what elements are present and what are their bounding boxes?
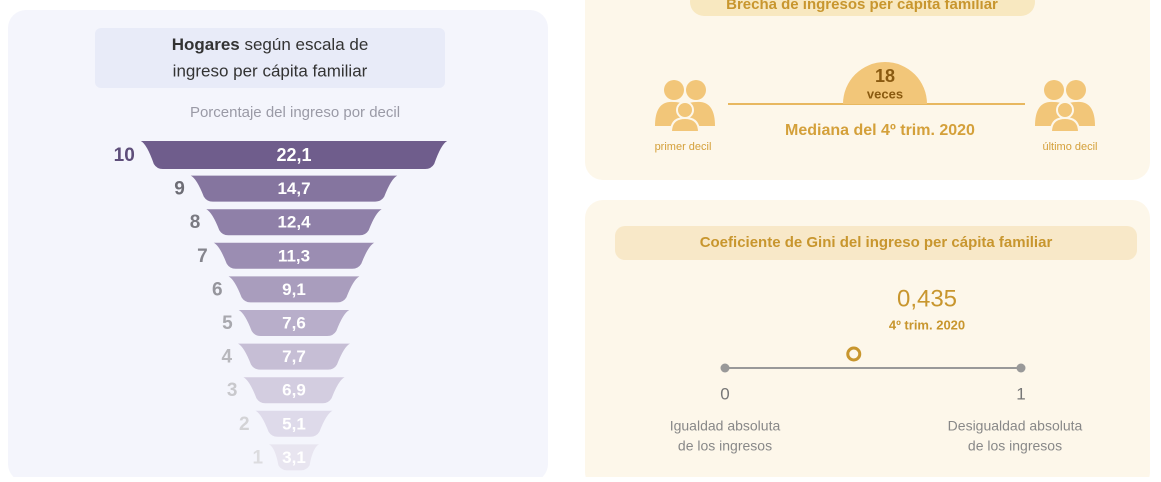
brecha-unit: veces [867,86,903,101]
bar-value: 22,1 [276,145,311,165]
brecha-title: Brecha de ingresos per cápita familiar [726,0,998,13]
funnel-bar [243,377,345,404]
decile-label: 6 [212,279,223,300]
bar-value: 5,1 [282,414,306,433]
gini-right: de los ingresos [968,438,1062,454]
bar-value: 9,1 [282,280,306,299]
funnel-bar [255,410,333,437]
funnel-bar [206,209,382,236]
funnel-bar [140,141,448,169]
bar-value: 7,6 [282,313,306,332]
decile-label: 7 [197,246,208,267]
decile-label: 10 [114,145,135,166]
decile-label: 9 [174,179,185,200]
funnel-bar [213,242,375,269]
bar-value: 6,9 [282,381,306,400]
gini-tick [1016,363,1026,373]
decile-label: 8 [190,212,201,233]
bar-value: 14,7 [277,179,310,198]
gini-left: Igualdad absoluta [670,418,781,434]
brecha-header [690,0,1035,16]
bar-value: 3,1 [282,448,306,467]
decile-label: 4 [221,347,232,368]
gini-header [615,226,1137,260]
right-label: último decil [1042,141,1097,153]
gini-left: de los ingresos [678,438,772,454]
funnel-subtitle: Porcentaje del ingreso por decil [190,104,400,121]
bar-value: 7,7 [282,347,306,366]
funnel-bar [238,343,350,370]
bar-value: 12,4 [277,213,311,232]
decile-label: 3 [227,380,238,401]
gini-title: Coeficiente de Gini del ingreso per cápi… [700,234,1053,251]
title-bold: Hogares [172,35,240,54]
decile-label: 1 [252,447,263,468]
brecha-caption: Mediana del 4º trim. 2020 [785,122,975,139]
gini-tick-label: 1 [1016,384,1025,403]
funnel-title: ingreso per cápita familiar [173,61,368,80]
gini-tick-label: 0 [720,384,729,403]
gini-tick [720,363,730,373]
left-label: primer decil [655,141,712,153]
gini-period: 4º trim. 2020 [889,317,965,332]
title-line: según escala de [244,35,368,54]
gini-marker [846,346,862,362]
funnel-bar [190,175,398,202]
brecha-value: 18 [875,66,895,86]
bar-value: 11,3 [278,246,310,265]
decile-label: 5 [222,313,233,334]
gini-value: 0,435 [897,285,957,312]
gini-panel [585,200,1150,482]
funnel-bar [269,444,319,471]
funnel-bar [228,276,360,303]
funnel-header [95,28,445,88]
brecha-badge [843,62,927,104]
decile-label: 2 [239,414,250,435]
gini-right: Desigualdad absoluta [948,418,1083,434]
funnel-title: Hogares según escala de [172,35,369,54]
funnel-bar [238,310,350,336]
